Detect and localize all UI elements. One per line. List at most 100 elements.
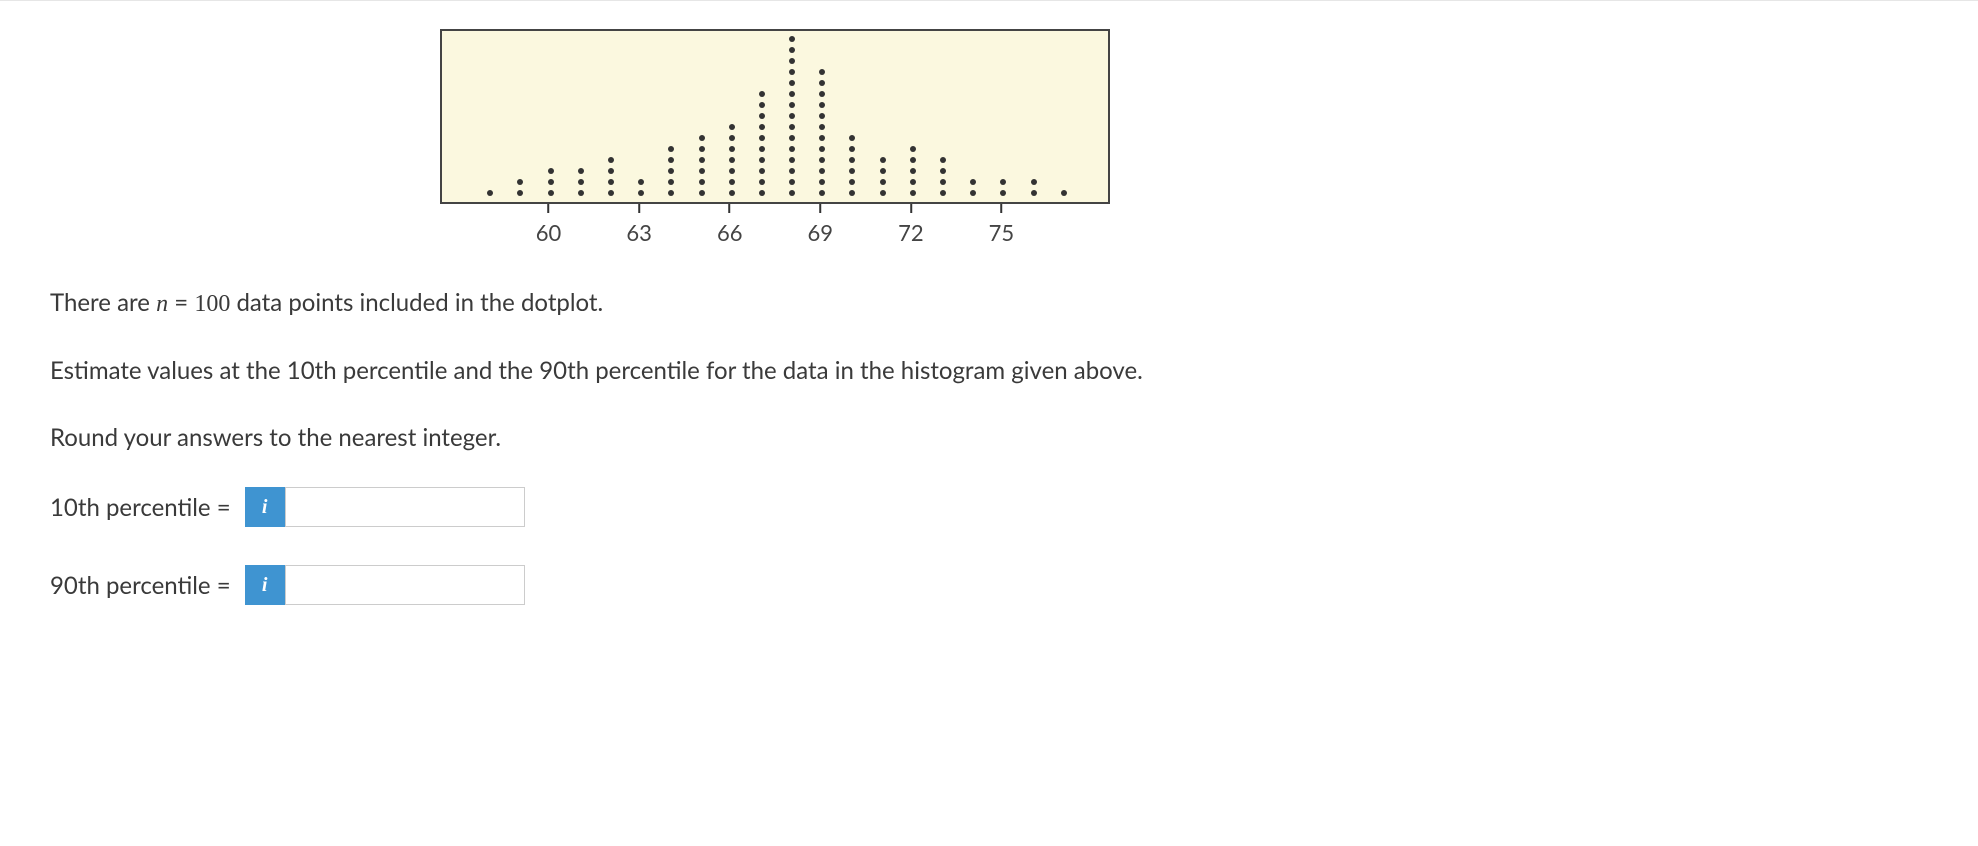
dotplot-dot <box>970 190 976 196</box>
tick-label: 72 <box>898 219 924 246</box>
dotplot-dot <box>729 135 735 141</box>
input-10th-percentile[interactable] <box>285 487 525 527</box>
dotplot-dot <box>789 113 795 119</box>
dotplot-dot <box>729 190 735 196</box>
dotplot-dot <box>759 157 765 163</box>
dotplot-dot <box>759 91 765 97</box>
dotplot-dot <box>1000 179 1006 185</box>
dotplot-column <box>668 146 674 196</box>
dotplot-column <box>487 190 493 196</box>
answer-row-10th: 10th percentile = i <box>50 487 1928 527</box>
tick-label: 63 <box>626 219 652 246</box>
dotplot-dot <box>819 80 825 86</box>
dotplot-dot <box>759 124 765 130</box>
dotplot-dot <box>729 157 735 163</box>
answer-row-90th: 90th percentile = i <box>50 565 1928 605</box>
dotplot-dot <box>699 190 705 196</box>
text-fragment: = <box>168 288 194 317</box>
dotplot-dot <box>1000 190 1006 196</box>
tick-label: 66 <box>717 219 743 246</box>
n-value: 100 <box>194 291 230 317</box>
dotplot-dot <box>638 190 644 196</box>
dotplot-dot <box>729 179 735 185</box>
dotplot-dot <box>880 168 886 174</box>
info-button-90th[interactable]: i <box>245 565 285 605</box>
dotplot-dot <box>910 190 916 196</box>
dotplot-dot <box>789 91 795 97</box>
dotplot-dot <box>940 157 946 163</box>
dotplot-dot <box>789 190 795 196</box>
dotplot-dot <box>668 157 674 163</box>
prompt-line-1: There are n = 100 data points included i… <box>50 286 1928 322</box>
dotplot-dot <box>819 157 825 163</box>
dotplot-dot <box>910 146 916 152</box>
dotplot-dot <box>729 124 735 130</box>
dotplot-column <box>759 91 765 196</box>
tick-mark <box>910 204 912 213</box>
dotplot-dot <box>1031 190 1037 196</box>
dotplot-column <box>880 157 886 196</box>
dotplot-dot <box>819 190 825 196</box>
dotplot-column <box>910 146 916 196</box>
dotplot-dot <box>789 179 795 185</box>
axis-tick: 60 <box>536 204 562 246</box>
dotplot-dot <box>940 168 946 174</box>
dotplot-dot <box>910 157 916 163</box>
dotplot <box>440 29 1110 204</box>
dotplot-dot <box>880 190 886 196</box>
input-90th-percentile[interactable] <box>285 565 525 605</box>
text-fragment: There are <box>50 288 156 317</box>
dotplot-dot <box>759 190 765 196</box>
dotplot-dot <box>819 146 825 152</box>
tick-mark <box>729 204 731 213</box>
dotplot-dot <box>789 69 795 75</box>
dotplot-dot <box>789 58 795 64</box>
dotplot-column <box>940 157 946 196</box>
dotplot-dot <box>819 124 825 130</box>
dotplot-dot <box>880 179 886 185</box>
dotplot-dot <box>940 179 946 185</box>
question-container: 606366697275 There are n = 100 data poin… <box>0 0 1978 661</box>
dotplot-column <box>608 157 614 196</box>
dotplot-dot <box>849 179 855 185</box>
dotplot-dot <box>789 135 795 141</box>
info-icon: i <box>262 496 268 519</box>
dotplot-dot <box>608 157 614 163</box>
dotplot-dot <box>789 157 795 163</box>
dotplot-column <box>849 135 855 196</box>
dotplot-column <box>729 124 735 196</box>
info-button-10th[interactable]: i <box>245 487 285 527</box>
dotplot-dot <box>578 168 584 174</box>
axis-tick: 66 <box>717 204 743 246</box>
dotplot-dot <box>819 179 825 185</box>
dotplot-dot <box>910 179 916 185</box>
dotplot-dot <box>940 190 946 196</box>
dotplot-dot <box>849 168 855 174</box>
dotplot-column <box>699 135 705 196</box>
dotplot-dot <box>729 146 735 152</box>
dotplot-dot <box>789 80 795 86</box>
axis-tick: 63 <box>626 204 652 246</box>
variable-n: n <box>156 291 168 317</box>
tick-mark <box>638 204 640 213</box>
axis-tick: 72 <box>898 204 924 246</box>
dotplot-dot <box>517 190 523 196</box>
dotplot-dot <box>699 157 705 163</box>
dotplot-dot <box>699 168 705 174</box>
dotplot-dot <box>487 190 493 196</box>
tick-label: 69 <box>808 219 834 246</box>
dotplot-dot <box>789 102 795 108</box>
dotplot-dot <box>819 113 825 119</box>
dotplot-column <box>970 179 976 196</box>
dotplot-dot <box>759 179 765 185</box>
dotplot-dot <box>789 36 795 42</box>
dotplot-column <box>819 69 825 196</box>
dotplot-dot <box>849 190 855 196</box>
dotplot-dot <box>548 190 554 196</box>
dotplot-dot <box>608 168 614 174</box>
dotplot-column <box>1000 179 1006 196</box>
dotplot-dot <box>819 91 825 97</box>
dotplot-dot <box>819 168 825 174</box>
dotplot-dots-area <box>442 31 1108 202</box>
dotplot-dot <box>1061 190 1067 196</box>
